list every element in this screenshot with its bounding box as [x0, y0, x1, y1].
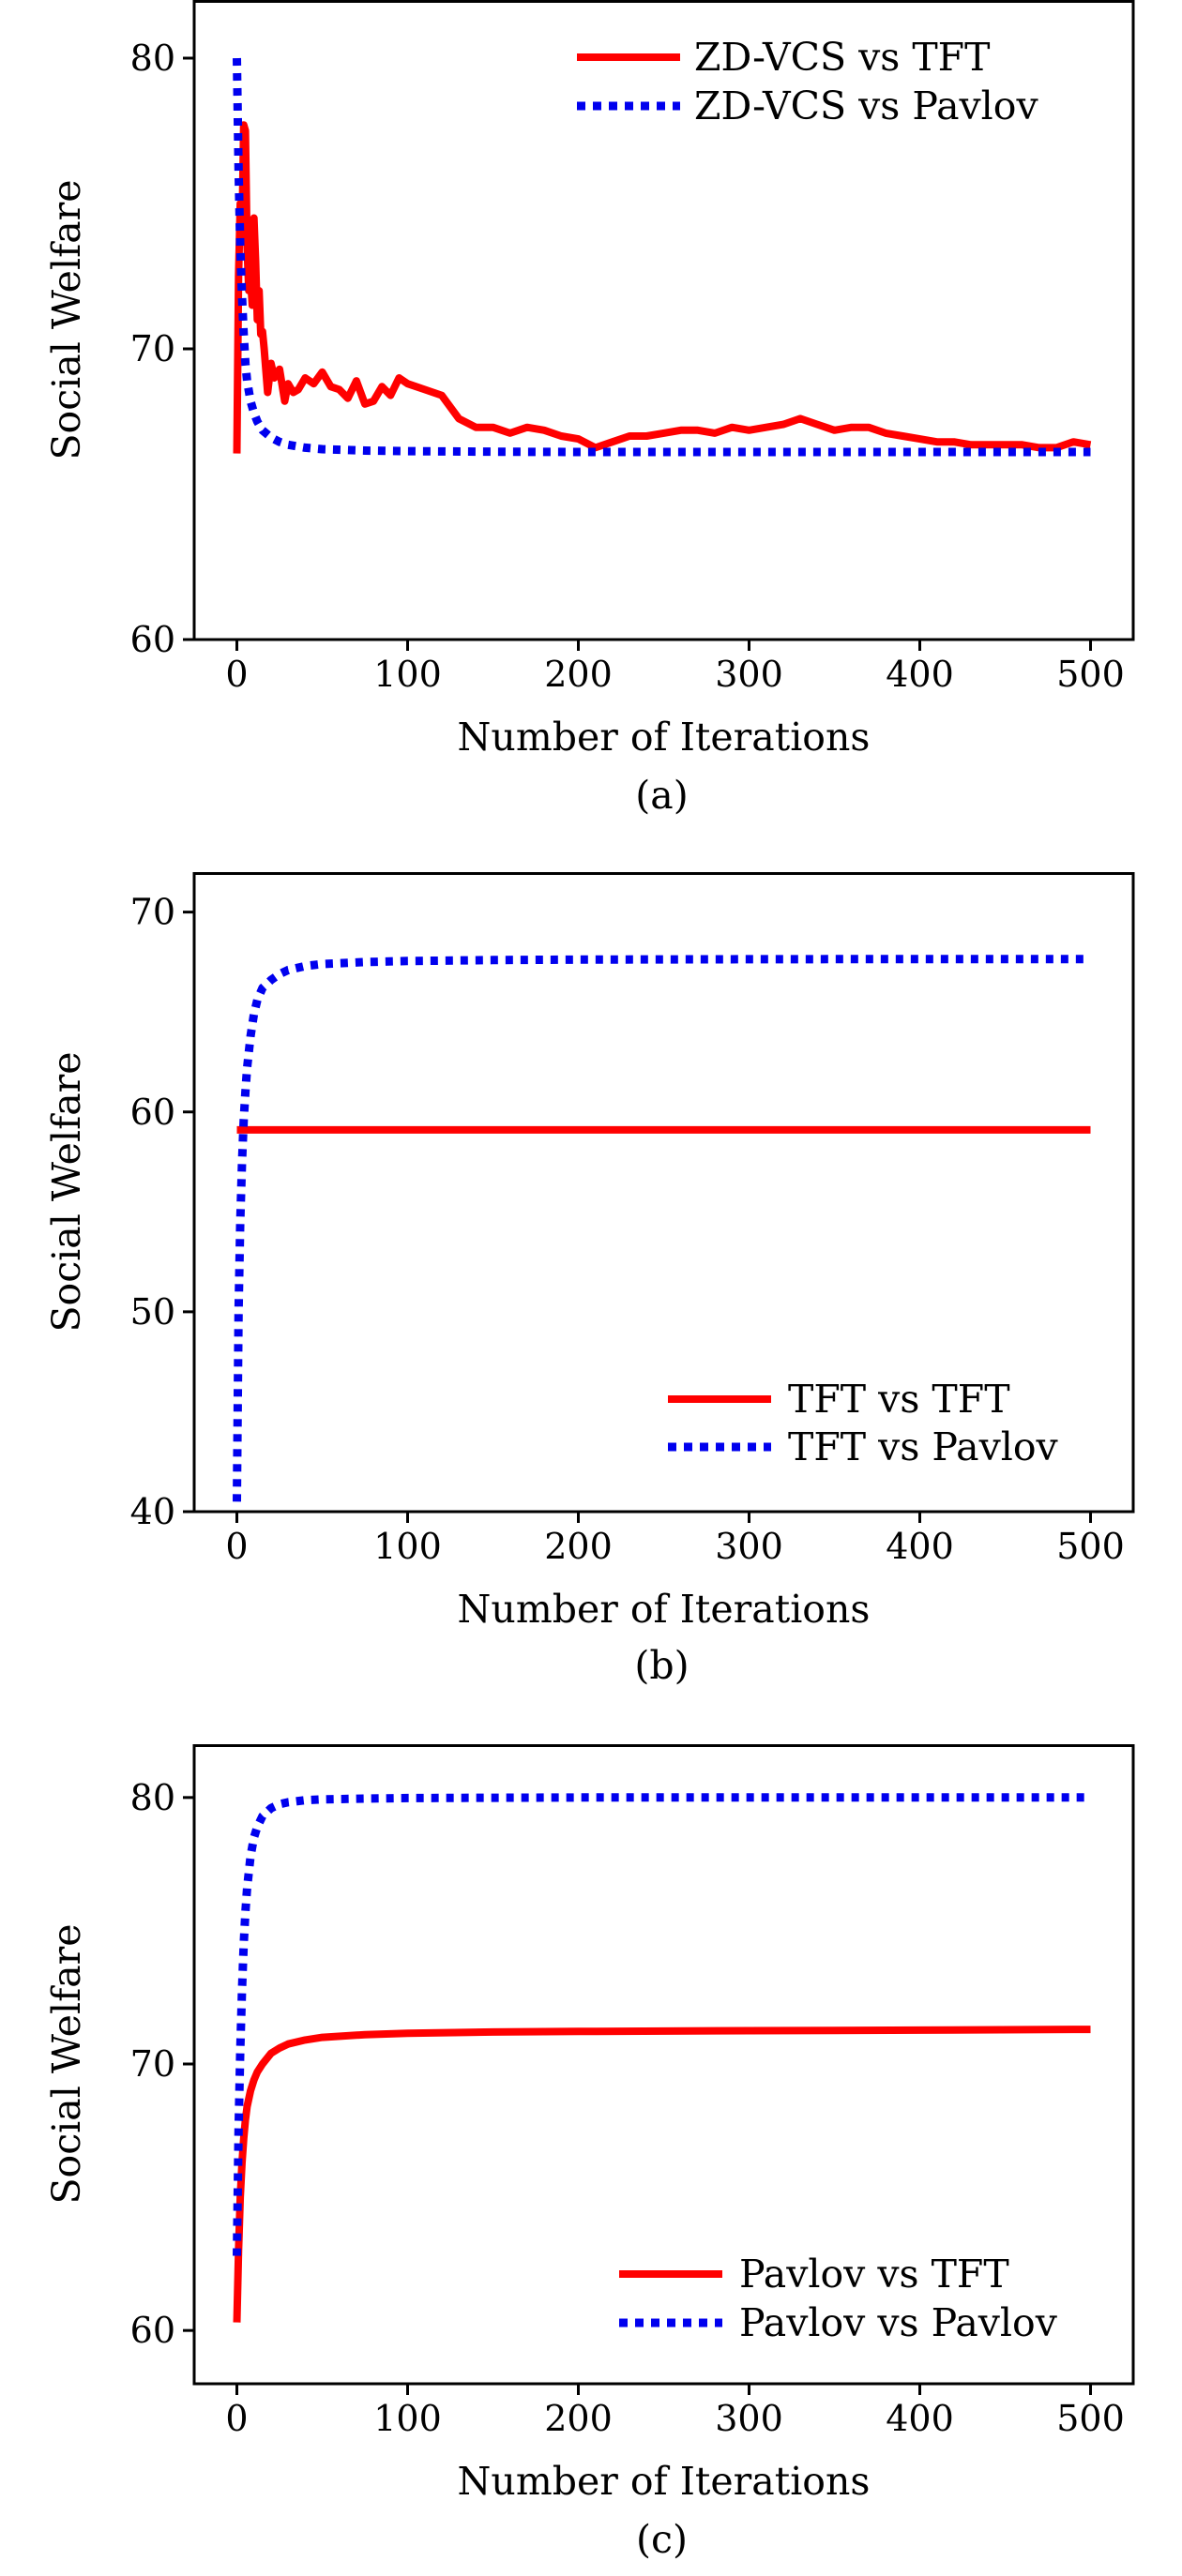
x-tick-label: 500 — [1056, 654, 1125, 695]
y-axis-label: Social Welfare — [44, 179, 89, 459]
chart-panel-2: 0 100 200 300 400 500 40 50 60 70 Number of Iterat… — [44, 872, 1135, 1688]
panel-caption: (b) — [634, 1643, 689, 1688]
x-tick-label: 300 — [715, 1526, 783, 1567]
legend-label: ZD-VCS vs TFT — [694, 35, 990, 80]
x-axis-label: Number of Iterations — [458, 715, 871, 760]
y-tick-label: 60 — [130, 619, 175, 660]
panel-caption: (c) — [636, 2517, 688, 2562]
x-tick-label: 400 — [886, 2398, 954, 2439]
x-tick-label: 200 — [544, 1526, 613, 1567]
x-tick-label: 0 — [225, 654, 248, 695]
y-tick-label: 80 — [130, 38, 175, 79]
x-tick-label: 300 — [715, 654, 783, 695]
legend-label: Pavlov vs TFT — [739, 2252, 1009, 2297]
x-tick-label: 200 — [544, 654, 613, 695]
x-tick-label: 500 — [1056, 1526, 1125, 1567]
panel-caption: (a) — [635, 773, 688, 818]
x-tick-label: 0 — [225, 1526, 248, 1567]
legend-label: ZD-VCS vs Pavlov — [694, 83, 1038, 128]
x-tick-label: 100 — [373, 654, 442, 695]
y-tick-label: 40 — [130, 1491, 175, 1532]
y-axis-label: Social Welfare — [44, 1051, 89, 1332]
x-tick-label: 0 — [225, 2398, 248, 2439]
x-tick-label: 100 — [373, 1526, 442, 1567]
x-tick-label: 400 — [886, 654, 954, 695]
y-tick-label: 50 — [130, 1291, 175, 1333]
y-tick-label: 70 — [130, 892, 175, 933]
chart-panel-1: 0 100 200 300 400 500 60 70 80 Number of Iteratio… — [44, 0, 1135, 818]
chart-panel-3: 0 100 200 300 400 500 60 70 80 Number of Iteratio… — [44, 1744, 1135, 2562]
x-tick-label: 500 — [1056, 2398, 1125, 2439]
y-tick-label: 70 — [130, 2043, 175, 2085]
y-tick-label: 60 — [130, 2310, 175, 2351]
x-axis-label: Number of Iterations — [458, 1587, 871, 1632]
y-tick-label: 70 — [130, 328, 175, 369]
series-line-1 — [233, 121, 1092, 454]
y-axis-label: Social Welfare — [44, 1923, 89, 2204]
x-tick-label: 300 — [715, 2398, 783, 2439]
plot-frame — [192, 0, 1135, 641]
legend-label: TFT vs TFT — [788, 1377, 1010, 1422]
y-tick-label: 60 — [130, 1092, 175, 1133]
x-tick-label: 400 — [886, 1526, 954, 1567]
x-tick-label: 200 — [544, 2398, 613, 2439]
x-axis-label: Number of Iterations — [458, 2459, 871, 2504]
legend-label: Pavlov vs Pavlov — [739, 2300, 1058, 2345]
x-tick-label: 100 — [373, 2398, 442, 2439]
series-line-1 — [233, 2026, 1091, 2323]
legend-label: TFT vs Pavlov — [788, 1424, 1059, 1469]
series-line-2 — [233, 955, 1091, 1502]
y-tick-label: 80 — [130, 1777, 175, 1818]
plot-frame — [192, 872, 1135, 1514]
series-line-2 — [233, 1793, 1091, 2256]
